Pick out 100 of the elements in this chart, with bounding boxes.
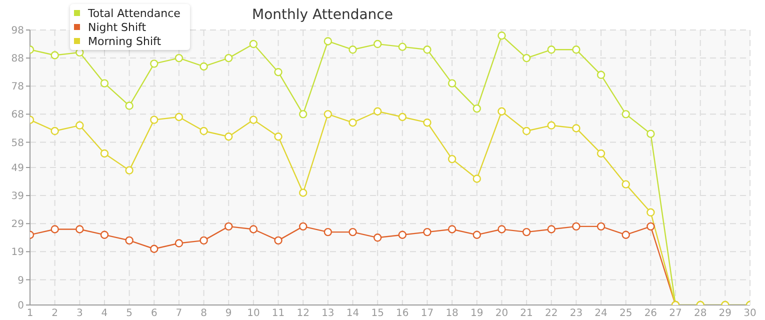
- point: [174, 54, 184, 62]
- point: [125, 166, 134, 174]
- point: [373, 107, 382, 116]
- x-tick-label: 4: [101, 308, 108, 320]
- point: [150, 116, 158, 124]
- point: [249, 40, 258, 48]
- point: [174, 112, 184, 122]
- point: [373, 234, 382, 242]
- point: [572, 46, 580, 54]
- x-tick-label: 7: [176, 308, 182, 320]
- point: [622, 180, 630, 188]
- point: [100, 149, 109, 158]
- x-tick-label: 16: [396, 308, 409, 320]
- x-tick-label: 24: [594, 308, 608, 320]
- y-tick-label: 58: [11, 138, 24, 149]
- x-tick-label: 25: [619, 308, 632, 320]
- point: [150, 244, 158, 253]
- point: [324, 110, 332, 118]
- point: [522, 126, 531, 136]
- point: [249, 116, 258, 124]
- point: [299, 222, 308, 231]
- x-tick-label: 13: [322, 308, 334, 320]
- point: [200, 62, 208, 71]
- point: [299, 110, 308, 118]
- legend-label: Total Attendance: [88, 6, 180, 20]
- x-tick-label: 21: [520, 308, 533, 320]
- x-tick-label: 9: [225, 308, 232, 320]
- point: [50, 126, 59, 136]
- legend-label: Morning Shift: [88, 34, 162, 48]
- point: [522, 228, 531, 236]
- point: [472, 104, 481, 113]
- point: [324, 37, 332, 46]
- y-tick-label: 98: [11, 26, 24, 37]
- legend-label: Night Shift: [88, 20, 146, 34]
- x-tick-label: 17: [420, 308, 434, 320]
- x-tick-label: 18: [446, 308, 458, 320]
- point: [622, 230, 630, 239]
- point: [498, 107, 506, 116]
- point: [498, 225, 506, 234]
- point: [547, 46, 556, 54]
- y-tick-label: 19: [11, 247, 24, 258]
- point: [572, 124, 580, 132]
- point: [423, 46, 432, 54]
- point: [448, 225, 456, 234]
- point: [622, 110, 630, 118]
- point: [299, 188, 308, 197]
- point: [572, 222, 580, 231]
- point: [373, 40, 382, 48]
- x-tick-label: 1: [26, 308, 34, 320]
- y-tick-label: 39: [11, 191, 24, 202]
- point: [76, 121, 84, 130]
- x-tick-label: 6: [150, 308, 158, 320]
- x-tick-label: 8: [200, 308, 207, 320]
- point: [224, 132, 233, 141]
- x-tick-label: 26: [644, 308, 658, 320]
- x-tick-label: 28: [694, 308, 707, 320]
- x-tick-label: 12: [296, 308, 310, 320]
- y-tick-label: 88: [11, 54, 24, 65]
- point: [100, 230, 109, 239]
- point: [547, 121, 556, 130]
- y-tick-label: 0: [18, 300, 24, 312]
- point: [125, 236, 134, 245]
- x-tick-label: 10: [247, 308, 260, 320]
- y-tick-label: 9: [18, 275, 24, 286]
- point: [100, 79, 109, 88]
- y-tick-label: 29: [11, 219, 24, 230]
- point: [498, 32, 506, 40]
- x-tick-label: 29: [718, 308, 732, 320]
- point: [596, 149, 606, 158]
- point: [596, 222, 606, 231]
- point: [200, 126, 208, 136]
- point: [646, 222, 655, 231]
- point: [200, 236, 208, 245]
- point: [398, 230, 407, 239]
- point: [274, 236, 282, 245]
- point: [423, 228, 432, 236]
- point: [423, 118, 432, 127]
- x-tick-label: 22: [545, 308, 558, 320]
- y-tick-label: 68: [11, 110, 24, 121]
- point: [274, 68, 282, 76]
- point: [348, 228, 357, 236]
- point: [522, 54, 531, 62]
- x-tick-label: 19: [470, 308, 484, 320]
- point: [596, 70, 606, 79]
- point: [472, 230, 481, 239]
- point: [274, 132, 282, 141]
- point: [348, 46, 357, 54]
- point: [547, 225, 556, 234]
- point: [50, 225, 59, 234]
- point: [398, 112, 407, 122]
- point: [224, 54, 233, 62]
- x-tick-label: 27: [669, 308, 682, 320]
- point: [646, 130, 655, 138]
- x-tick-label: 30: [744, 308, 756, 320]
- point: [249, 225, 258, 234]
- point: [348, 118, 357, 127]
- x-tick-label: 14: [346, 308, 360, 320]
- x-tick-label: 15: [371, 308, 384, 320]
- point: [398, 42, 407, 51]
- x-tick-label: 20: [495, 308, 508, 320]
